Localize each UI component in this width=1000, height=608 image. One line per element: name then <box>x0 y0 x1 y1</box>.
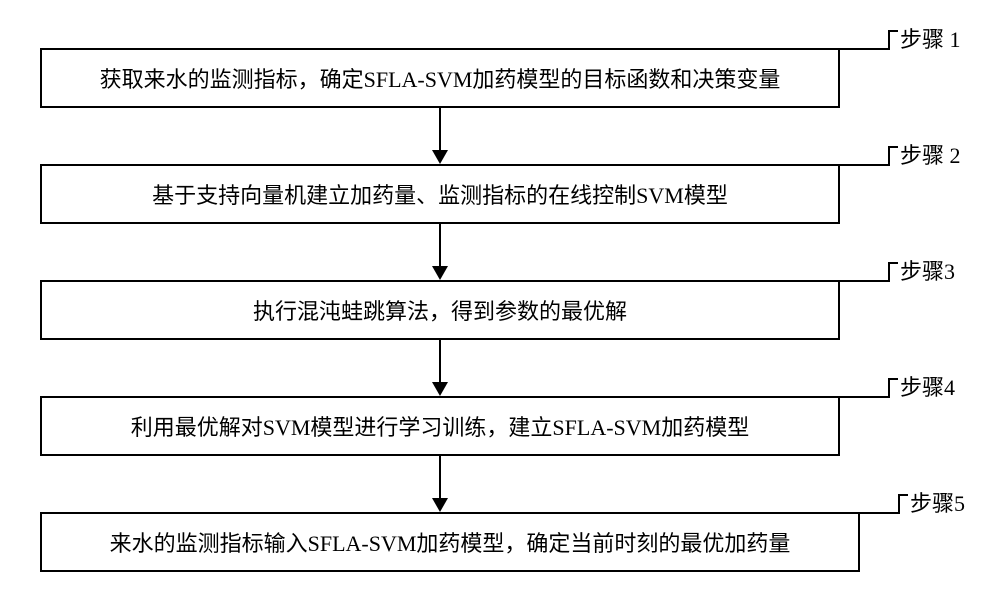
step-box-1: 获取来水的监测指标，确定SFLA-SVM加药模型的目标函数和决策变量 <box>40 48 840 108</box>
step-label-3: 步骤3 <box>900 254 955 286</box>
arrow-head-4 <box>432 498 448 512</box>
callout-hook-1 <box>888 30 900 50</box>
flowchart-canvas: 获取来水的监测指标，确定SFLA-SVM加药模型的目标函数和决策变量 步骤 1 基于… <box>0 0 1000 608</box>
callout-hook-2 <box>888 146 900 166</box>
callout-tick-1 <box>888 30 898 32</box>
step-label-2: 步骤 2 <box>900 138 961 170</box>
arrow-head-3 <box>432 382 448 396</box>
callout-line-4 <box>840 396 888 398</box>
arrow-head-2 <box>432 266 448 280</box>
arrow-line-3 <box>439 340 441 382</box>
step-box-3: 执行混沌蛙跳算法，得到参数的最优解 <box>40 280 840 340</box>
step-text-5: 来水的监测指标输入SFLA-SVM加药模型，确定当前时刻的最优加药量 <box>110 526 791 558</box>
step-box-2: 基于支持向量机建立加药量、监测指标的在线控制SVM模型 <box>40 164 840 224</box>
callout-line-2 <box>840 164 888 166</box>
arrow-line-1 <box>439 108 441 150</box>
callout-line-5 <box>860 512 898 514</box>
callout-tick-2 <box>888 146 898 148</box>
step-text-4: 利用最优解对SVM模型进行学习训练，建立SFLA-SVM加药模型 <box>131 410 750 442</box>
step-text-1: 获取来水的监测指标，确定SFLA-SVM加药模型的目标函数和决策变量 <box>100 62 781 94</box>
step-label-5: 步骤5 <box>910 486 965 518</box>
step-box-5: 来水的监测指标输入SFLA-SVM加药模型，确定当前时刻的最优加药量 <box>40 512 860 572</box>
callout-hook-3 <box>888 262 900 282</box>
callout-line-1 <box>840 48 888 50</box>
callout-hook-4 <box>888 378 900 398</box>
callout-tick-3 <box>888 262 898 264</box>
callout-tick-4 <box>888 378 898 380</box>
step-text-2: 基于支持向量机建立加药量、监测指标的在线控制SVM模型 <box>152 178 728 210</box>
callout-hook-5 <box>898 494 910 514</box>
step-label-4: 步骤4 <box>900 370 955 402</box>
arrow-head-1 <box>432 150 448 164</box>
step-text-3: 执行混沌蛙跳算法，得到参数的最优解 <box>253 294 627 326</box>
step-label-1: 步骤 1 <box>900 22 961 54</box>
arrow-line-4 <box>439 456 441 498</box>
arrow-line-2 <box>439 224 441 266</box>
callout-tick-5 <box>898 494 908 496</box>
callout-line-3 <box>840 280 888 282</box>
step-box-4: 利用最优解对SVM模型进行学习训练，建立SFLA-SVM加药模型 <box>40 396 840 456</box>
